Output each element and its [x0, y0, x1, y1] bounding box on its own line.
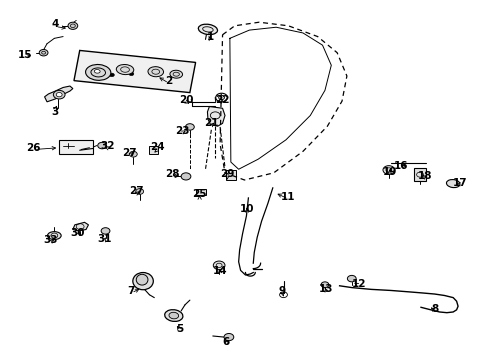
Text: 1: 1 [206, 32, 214, 42]
Text: 30: 30 [70, 228, 85, 238]
Text: 4: 4 [52, 19, 59, 29]
Text: 2: 2 [165, 76, 172, 86]
Circle shape [185, 124, 194, 130]
Text: 9: 9 [278, 286, 285, 296]
Text: 27: 27 [129, 186, 143, 197]
Text: 20: 20 [179, 95, 193, 105]
Text: 25: 25 [192, 189, 206, 199]
Polygon shape [73, 222, 88, 231]
Text: 13: 13 [319, 284, 333, 294]
Circle shape [53, 90, 65, 99]
Text: 6: 6 [222, 337, 229, 347]
Circle shape [321, 282, 328, 288]
Circle shape [382, 166, 394, 174]
Bar [225, 170, 235, 180]
Text: 23: 23 [175, 126, 189, 135]
Bar [59, 140, 93, 154]
Ellipse shape [169, 70, 182, 78]
Ellipse shape [47, 231, 61, 239]
Text: 29: 29 [220, 168, 234, 179]
Text: 21: 21 [203, 118, 218, 128]
Ellipse shape [169, 312, 178, 319]
Circle shape [98, 142, 106, 149]
Text: 17: 17 [452, 178, 467, 188]
Circle shape [346, 275, 355, 282]
Ellipse shape [85, 64, 111, 80]
Text: 18: 18 [417, 171, 431, 181]
Text: 5: 5 [176, 324, 183, 334]
Circle shape [136, 189, 143, 194]
Circle shape [213, 261, 224, 270]
Circle shape [109, 73, 114, 77]
Ellipse shape [148, 67, 163, 77]
Polygon shape [207, 107, 224, 126]
Circle shape [129, 151, 137, 157]
Text: 12: 12 [351, 279, 366, 289]
Circle shape [181, 173, 190, 180]
Text: 15: 15 [18, 50, 32, 60]
Text: 24: 24 [150, 142, 164, 152]
Circle shape [224, 333, 233, 341]
Ellipse shape [446, 180, 459, 188]
Circle shape [101, 228, 110, 234]
Text: 14: 14 [212, 266, 227, 276]
Bar [149, 146, 158, 154]
Polygon shape [44, 86, 73, 102]
Ellipse shape [133, 273, 153, 290]
Ellipse shape [198, 24, 217, 35]
Bar [195, 189, 206, 195]
Ellipse shape [116, 64, 134, 75]
Text: 22: 22 [215, 95, 229, 105]
Text: 7: 7 [127, 286, 135, 296]
Ellipse shape [164, 310, 183, 321]
Ellipse shape [94, 69, 100, 73]
Text: 3: 3 [52, 107, 59, 117]
Text: 31: 31 [97, 234, 111, 244]
Text: 32: 32 [101, 141, 115, 151]
Circle shape [218, 95, 224, 100]
Text: 27: 27 [122, 148, 137, 158]
Ellipse shape [136, 274, 148, 285]
Text: 19: 19 [382, 167, 396, 177]
Text: 8: 8 [430, 304, 437, 314]
Circle shape [138, 276, 146, 282]
Circle shape [39, 49, 48, 56]
Circle shape [129, 72, 134, 76]
Text: 10: 10 [239, 204, 254, 215]
Text: 33: 33 [43, 235, 58, 245]
Circle shape [56, 93, 62, 97]
Text: 28: 28 [165, 168, 179, 179]
Bar [413, 168, 426, 181]
Text: 16: 16 [393, 161, 408, 171]
Text: 11: 11 [281, 192, 295, 202]
Circle shape [68, 22, 78, 30]
Text: 26: 26 [26, 143, 41, 153]
Bar [74, 50, 195, 93]
